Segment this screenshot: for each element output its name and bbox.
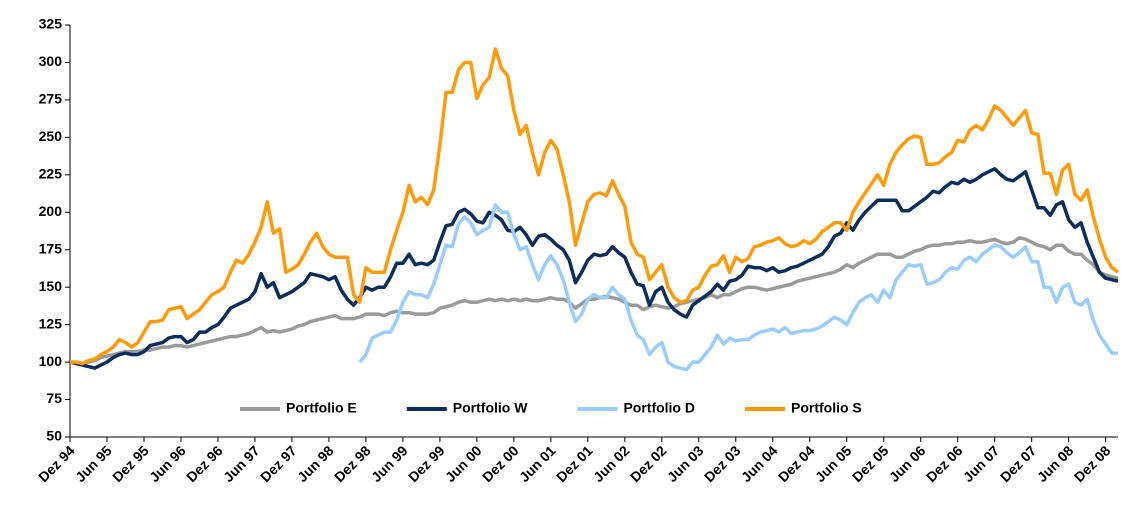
series-line	[358, 203, 1118, 372]
x-tick-label: Dez 00	[479, 442, 522, 485]
x-tick-label: Jun 06	[886, 442, 929, 485]
x-tick-label: Jun 05	[812, 442, 855, 485]
x-tick-label: Jun 03	[664, 442, 707, 485]
x-tick-label: Jun 08	[1034, 442, 1077, 485]
x-tick-label: Dez 07	[997, 442, 1040, 485]
y-tick-label: 200	[39, 203, 63, 219]
x-tick-label: Jun 01	[516, 442, 559, 485]
x-tick-label: Dez 96	[183, 442, 226, 485]
y-tick-label: 325	[39, 16, 63, 32]
x-tick-label: Jun 04	[738, 442, 781, 485]
x-tick-label: Dez 98	[331, 442, 374, 485]
x-tick-label: Jun 07	[960, 442, 1003, 485]
series-line	[69, 167, 1119, 370]
y-tick-label: 300	[39, 53, 63, 69]
y-tick-label: 50	[46, 428, 62, 444]
x-tick-label: Dez 05	[849, 442, 892, 485]
x-tick-label: Jun 96	[146, 442, 189, 485]
x-tick-label: Dez 02	[627, 442, 670, 485]
x-tick-label: Jun 98	[294, 442, 337, 485]
x-tick-label: Dez 99	[405, 442, 448, 485]
series-line	[70, 235, 1119, 366]
x-tick-label: Jun 97	[220, 442, 263, 485]
x-tick-label: Dez 03	[701, 442, 744, 485]
y-tick-label: 125	[39, 315, 63, 331]
x-tick-label: Dez 94	[35, 442, 78, 485]
y-tick-label: 150	[39, 278, 63, 294]
x-tick-label: Dez 06	[923, 442, 966, 485]
legend-label: Portfolio S	[791, 400, 862, 416]
legend-label: Portfolio W	[453, 400, 528, 416]
x-tick-label: Dez 95	[109, 442, 152, 485]
series-line	[70, 47, 1120, 366]
legend-label: Portfolio D	[623, 400, 695, 416]
y-tick-label: 225	[39, 166, 63, 182]
x-tick-label: Jun 00	[442, 442, 485, 485]
y-tick-label: 175	[39, 240, 63, 256]
y-tick-label: 250	[39, 128, 63, 144]
x-tick-label: Jun 99	[368, 442, 411, 485]
x-tick-label: Dez 97	[257, 442, 300, 485]
legend-label: Portfolio E	[286, 400, 357, 416]
y-tick-label: 275	[39, 91, 63, 107]
x-tick-label: Jun 95	[72, 442, 115, 485]
x-tick-label: Dez 08	[1071, 442, 1114, 485]
x-tick-label: Dez 04	[775, 442, 818, 485]
x-tick-label: Jun 02	[590, 442, 633, 485]
y-tick-label: 100	[39, 353, 63, 369]
y-tick-label: 75	[46, 390, 62, 406]
x-tick-label: Dez 01	[553, 442, 596, 485]
